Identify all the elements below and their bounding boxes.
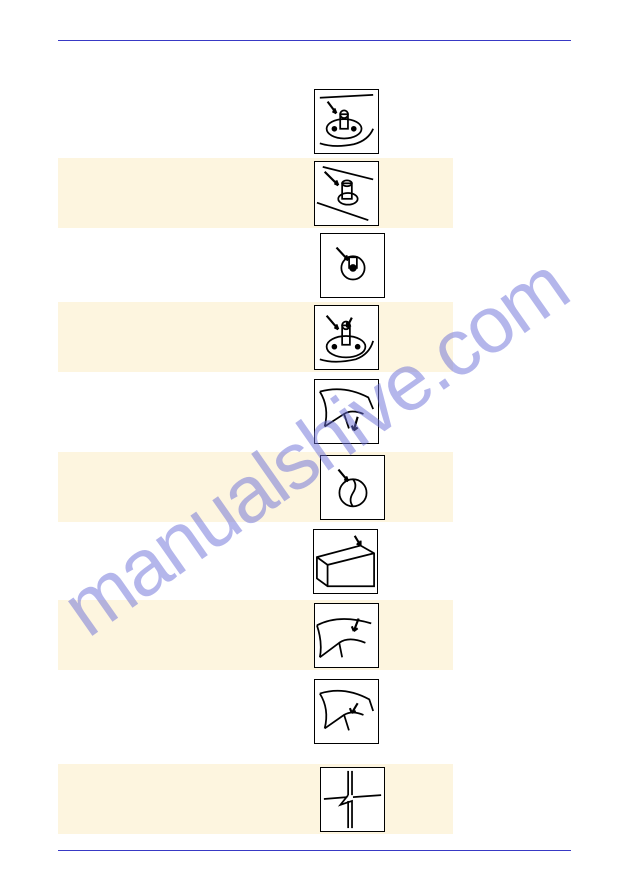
- shaded-row: [58, 452, 453, 522]
- hinge-mechanism-icon: [314, 89, 379, 154]
- document-page: manualshive.com: [0, 0, 629, 893]
- shaded-row: [58, 158, 453, 228]
- edge-gap-icon: [320, 767, 385, 832]
- lift-corner-icon: [314, 379, 379, 444]
- shaded-row: [58, 302, 453, 372]
- hinge-assembly-icon: [314, 305, 379, 370]
- bottom-rule: [58, 850, 571, 851]
- hole-plug-icon: [320, 233, 385, 298]
- top-rule: [58, 40, 571, 41]
- box-corner-icon: [313, 529, 378, 594]
- circle-plug-icon: [320, 455, 385, 520]
- knob-panel-icon: [314, 161, 379, 226]
- tilt-part-icon: [314, 603, 379, 668]
- shaded-row: [58, 600, 453, 670]
- shaded-row: [58, 764, 453, 834]
- lift-corner-2-icon: [314, 679, 379, 744]
